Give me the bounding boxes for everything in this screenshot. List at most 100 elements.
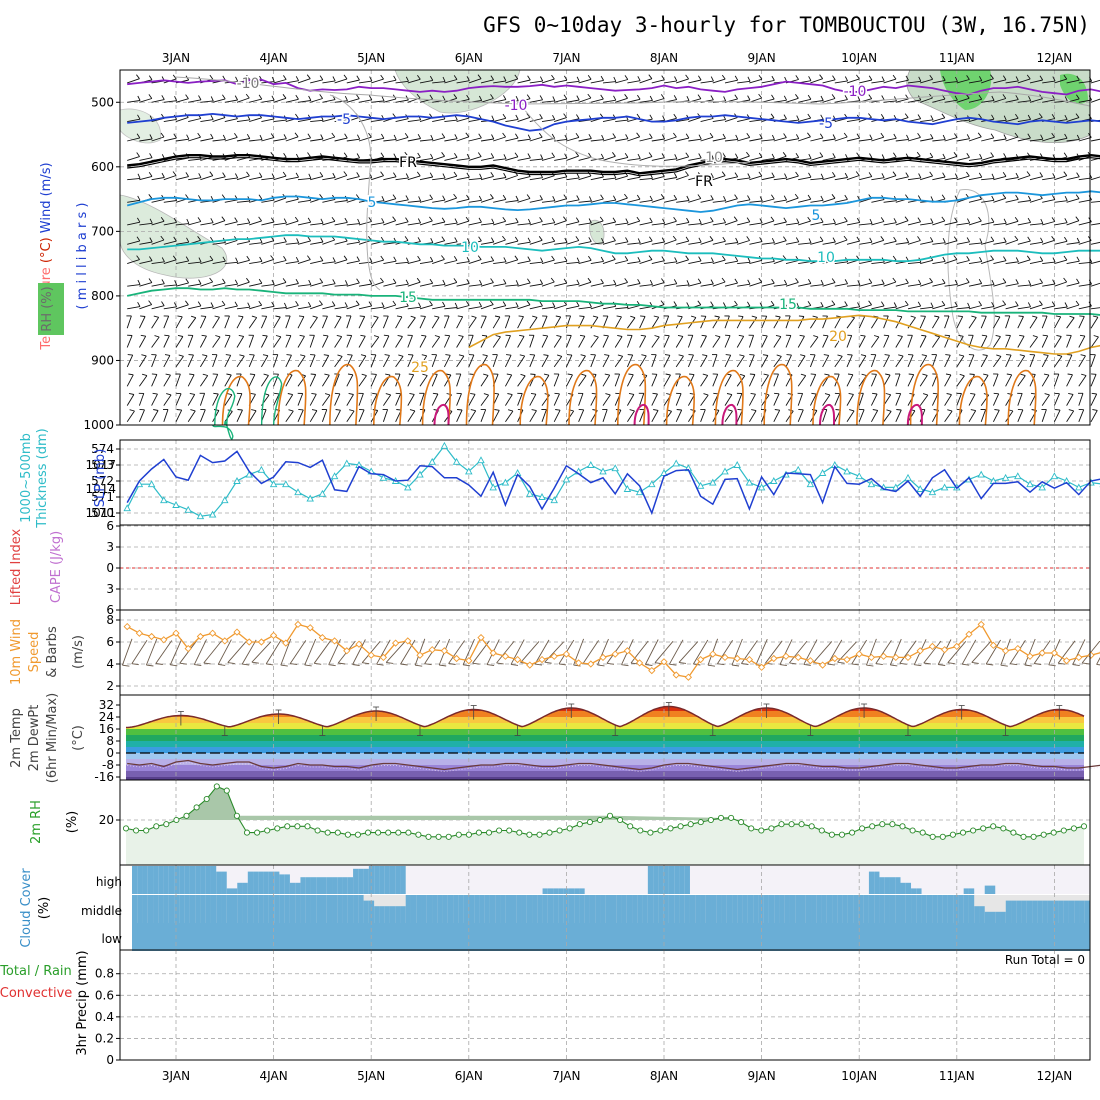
cloud-middle-cell bbox=[805, 895, 812, 923]
wind-barb bbox=[224, 240, 238, 245]
wind-barb-flag bbox=[856, 152, 860, 158]
wind-barb bbox=[602, 118, 616, 123]
wind-barb-flag bbox=[966, 152, 970, 158]
wind-barb-flag bbox=[612, 236, 616, 241]
cloud-middle-cell bbox=[1053, 900, 1059, 923]
wind-barb bbox=[834, 220, 848, 226]
wind-barb-flag bbox=[417, 218, 421, 224]
wind-barb bbox=[907, 80, 921, 84]
thickness-point bbox=[745, 478, 754, 486]
isotherm-25-loop bbox=[221, 375, 251, 426]
wind-barb bbox=[309, 393, 317, 406]
cloud-middle-cell bbox=[142, 895, 149, 923]
thickness-point bbox=[892, 483, 900, 491]
wind-barb bbox=[175, 138, 189, 142]
wind-barb bbox=[883, 411, 892, 423]
rh2m-ticks: 20 bbox=[99, 813, 120, 827]
wind-barb-flag bbox=[1032, 315, 1038, 318]
wind10m-point bbox=[709, 650, 717, 658]
wind-barb bbox=[1078, 221, 1092, 226]
wind-barb bbox=[480, 241, 494, 245]
wind-barb-flag bbox=[381, 96, 385, 102]
wind10m-point bbox=[696, 655, 705, 664]
wind-barb bbox=[309, 354, 316, 368]
wind-barb-flag bbox=[360, 354, 367, 357]
wind-barb-flag bbox=[945, 354, 951, 356]
isotherm-2 bbox=[127, 112, 1100, 132]
wind-barb bbox=[261, 375, 269, 387]
bottom-day-label: 8JAN bbox=[650, 1069, 678, 1083]
cloud-middle-bg bbox=[1000, 895, 1007, 923]
wind-barb bbox=[493, 99, 506, 103]
wind-barb-flag bbox=[771, 172, 775, 178]
thickness-point bbox=[221, 496, 229, 504]
wind-barb-flag bbox=[1063, 152, 1068, 158]
wind-barb bbox=[639, 335, 647, 348]
rh2m-point bbox=[203, 795, 210, 803]
wind-barb bbox=[968, 220, 982, 226]
wind-barb-flag bbox=[393, 172, 397, 178]
wind-barb-flag bbox=[308, 173, 312, 179]
wind-barb bbox=[1090, 307, 1100, 310]
cloud-middle-cell bbox=[163, 895, 170, 923]
wind-barb-flag bbox=[812, 315, 818, 318]
wind-barb bbox=[395, 136, 409, 142]
cloud-middle-cell bbox=[1084, 900, 1091, 923]
wind-barb-flag bbox=[491, 115, 495, 121]
wind-barb bbox=[724, 260, 738, 265]
cloud-high-cell bbox=[316, 877, 322, 894]
wind-barb bbox=[822, 175, 836, 181]
cloud-middle-cell bbox=[837, 895, 843, 923]
cloud-middle-cell bbox=[963, 895, 970, 923]
wind-barb bbox=[456, 198, 470, 203]
wind-barb-flag bbox=[807, 194, 812, 200]
wind-barb-flag bbox=[941, 194, 946, 200]
wind-barb-flag bbox=[441, 255, 445, 260]
cloud-high-bg bbox=[853, 866, 859, 894]
wind-barb bbox=[297, 177, 311, 181]
wind-barb-flag bbox=[320, 218, 324, 224]
thickness-point bbox=[343, 459, 351, 467]
cloud-high-cell bbox=[674, 866, 680, 894]
wind-barb bbox=[773, 356, 782, 368]
bottom-day-label: 3JAN bbox=[162, 1069, 190, 1083]
wind-barb-flag bbox=[479, 279, 483, 285]
wind-barb-flag bbox=[1026, 171, 1031, 176]
wind-barb-flag bbox=[197, 217, 202, 222]
wind-barb-flag bbox=[710, 154, 714, 160]
wind-barb-flag bbox=[612, 217, 617, 223]
wind-barb bbox=[493, 305, 506, 310]
wind-barb-flag bbox=[154, 335, 160, 338]
wind-barb bbox=[761, 355, 769, 368]
wind10m-barb-flag bbox=[597, 664, 605, 667]
wind-barb bbox=[737, 80, 751, 84]
wind-barb bbox=[956, 393, 962, 406]
cloud-high-bg bbox=[800, 866, 807, 894]
wind-barb-flag bbox=[715, 335, 721, 338]
wind-barb-flag bbox=[1019, 354, 1025, 357]
wind-barb-flag bbox=[893, 96, 897, 102]
wind-barb-flag bbox=[883, 334, 889, 337]
wind-barb-flag bbox=[771, 75, 775, 81]
wind-barb bbox=[663, 261, 677, 265]
wind-barb bbox=[993, 98, 1006, 103]
wind-barb bbox=[249, 139, 263, 142]
wind-barb-flag bbox=[503, 154, 507, 159]
wind-barb bbox=[700, 239, 714, 245]
cloud-middle-cell bbox=[295, 895, 301, 923]
wind-barb bbox=[712, 316, 720, 329]
wind-barb bbox=[615, 119, 629, 123]
wind-barb-flag bbox=[539, 279, 543, 285]
wind-barb-flag bbox=[1075, 113, 1080, 118]
wind-barb bbox=[798, 283, 811, 287]
wind-barb bbox=[456, 409, 463, 422]
wind-barb bbox=[846, 374, 854, 387]
wind-barb bbox=[749, 317, 758, 329]
cloud-high-bg bbox=[421, 866, 428, 894]
wind10m-barb bbox=[985, 639, 1001, 665]
wind-barb bbox=[956, 260, 970, 265]
wind-barb-flag bbox=[552, 114, 556, 120]
precip-convective-label: Convective bbox=[0, 986, 72, 1001]
wind-barb-flag bbox=[616, 315, 622, 318]
wind-barb-flag bbox=[502, 216, 507, 222]
